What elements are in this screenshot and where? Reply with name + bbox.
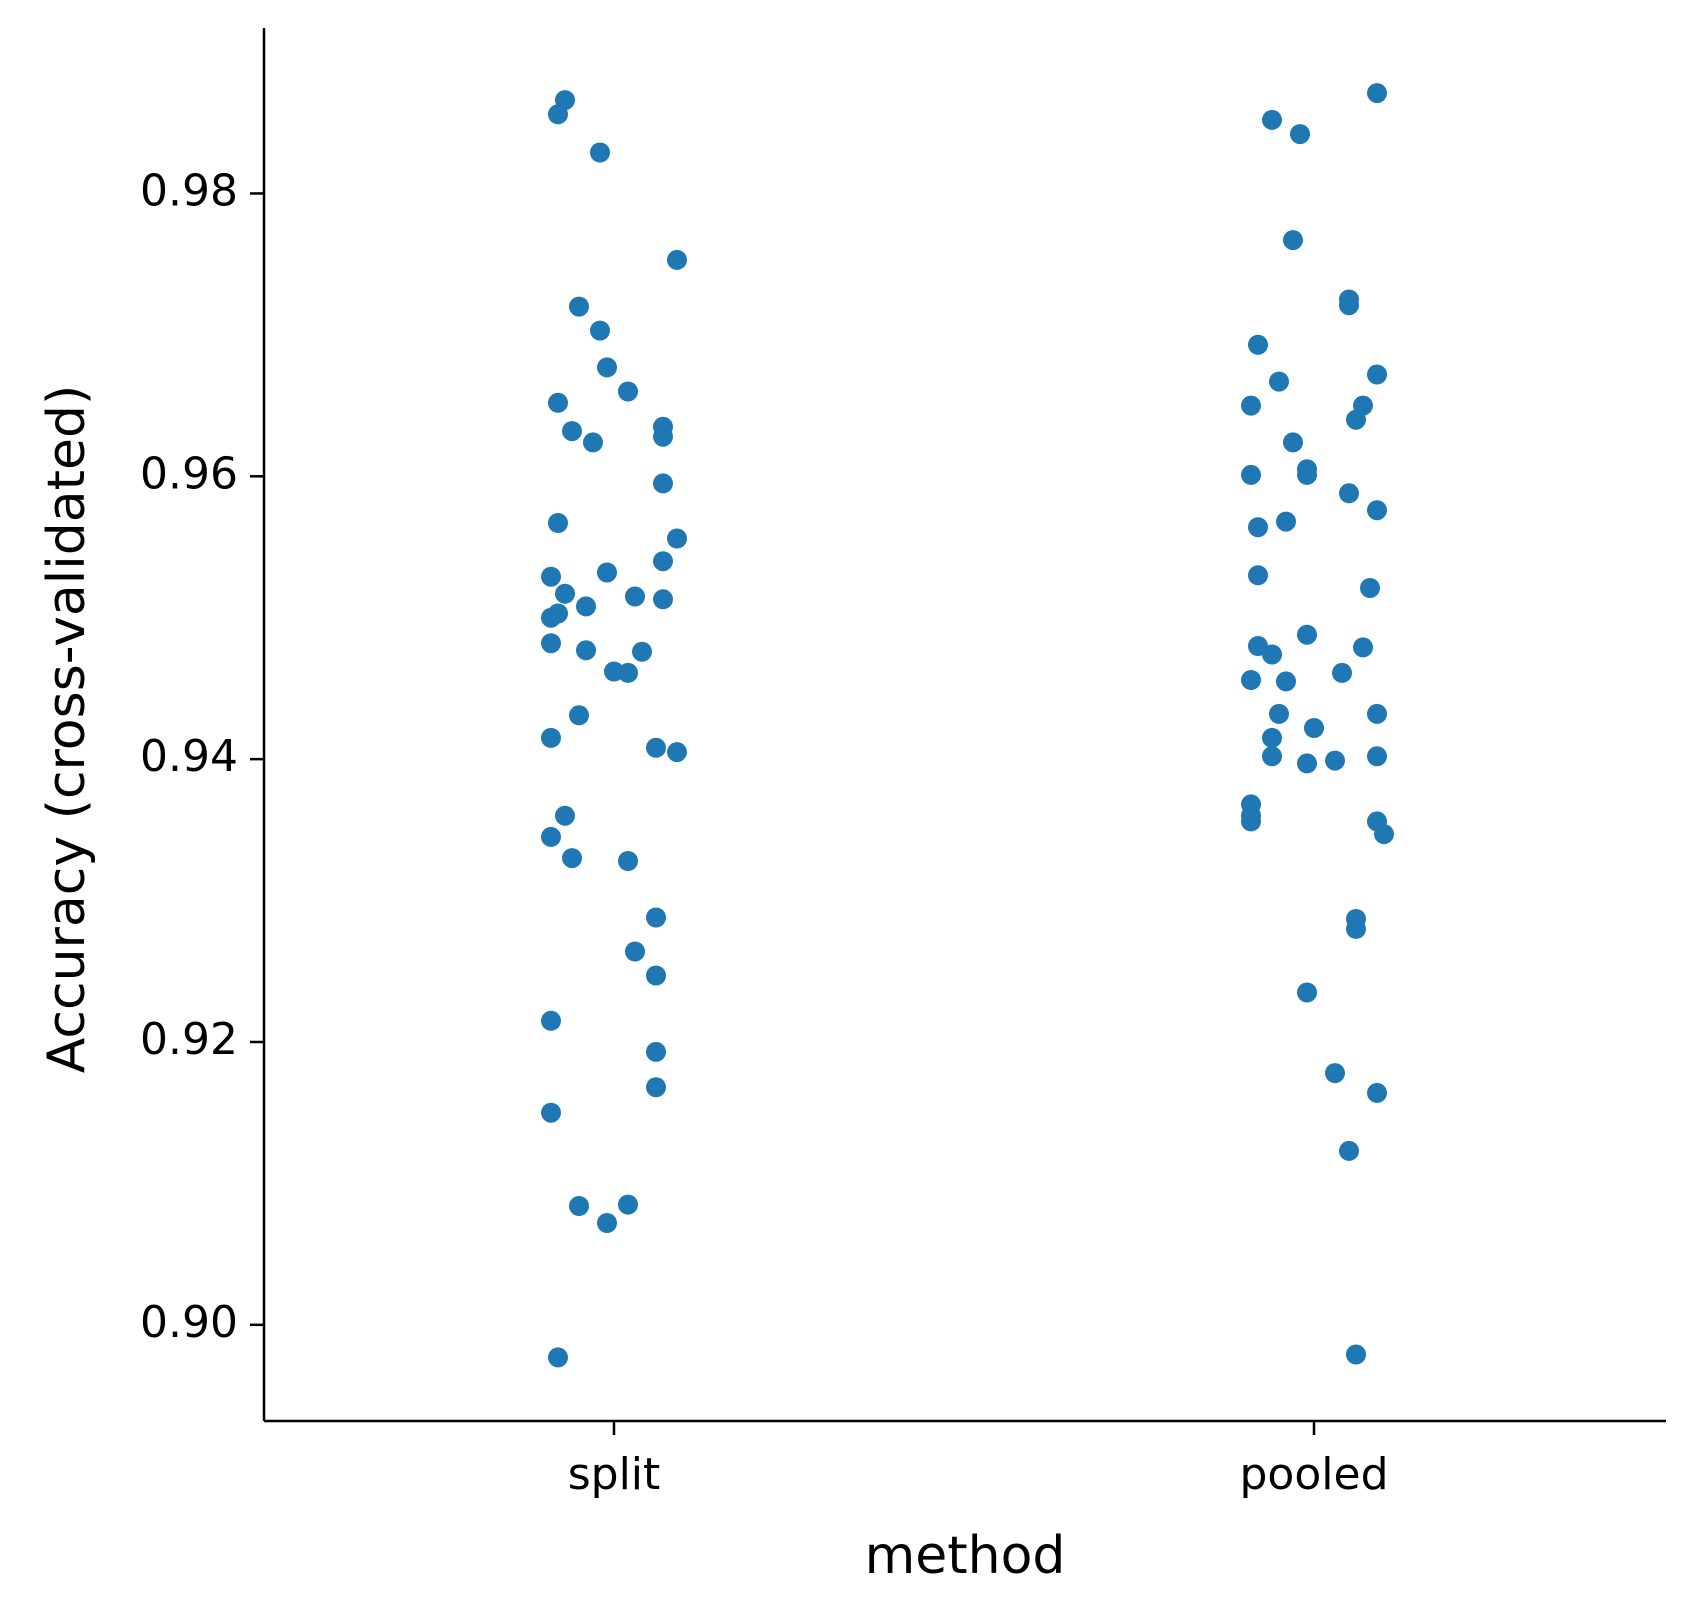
data-point-split [569, 1196, 589, 1216]
data-point-pooled [1276, 511, 1296, 532]
data-point-pooled [1283, 432, 1303, 453]
data-point-pooled [1262, 644, 1282, 665]
data-point-split [555, 583, 575, 604]
data-point-pooled [1297, 624, 1317, 645]
data-point-split [597, 357, 617, 378]
data-point-split [548, 392, 568, 413]
data-point-pooled [1353, 637, 1373, 658]
data-point-pooled [1367, 746, 1387, 767]
data-point-pooled [1374, 824, 1394, 845]
data-point-split [548, 104, 568, 125]
data-point-pooled [1332, 662, 1352, 683]
data-point-pooled [1262, 727, 1282, 748]
y-axis-title: Accuracy (cross-validated) [37, 385, 97, 1074]
data-point-split [618, 381, 638, 402]
data-point-split [548, 513, 568, 533]
data-point-split [541, 826, 561, 847]
data-point-pooled [1367, 500, 1387, 521]
data-point-split [618, 1194, 638, 1215]
data-point-split [653, 589, 673, 610]
data-point-pooled [1360, 578, 1380, 598]
data-point-split [625, 941, 645, 962]
data-point-split [555, 805, 575, 826]
points-layer [541, 83, 1394, 1368]
data-point-pooled [1248, 517, 1268, 538]
data-point-split [576, 640, 596, 661]
data-point-pooled [1248, 565, 1268, 586]
data-point-split [562, 848, 582, 869]
data-point-pooled [1241, 811, 1261, 832]
data-point-split [646, 737, 666, 758]
y-tick-label: 0.98 [140, 165, 238, 216]
data-point-split [569, 296, 589, 317]
data-point-split [541, 633, 561, 654]
data-point-pooled [1367, 83, 1387, 104]
y-tick-label: 0.96 [140, 448, 238, 499]
data-point-split [562, 421, 582, 442]
x-axis-title: method [865, 1526, 1066, 1586]
data-point-pooled [1339, 295, 1359, 316]
data-point-pooled [1367, 364, 1387, 385]
data-point-split [653, 426, 673, 447]
y-tick-label: 0.92 [140, 1014, 238, 1065]
data-point-split [618, 662, 638, 683]
data-point-pooled [1339, 483, 1359, 504]
data-point-split [646, 907, 666, 928]
data-point-split [541, 727, 561, 748]
data-point-split [618, 851, 638, 871]
data-point-split [541, 1010, 561, 1031]
data-point-split [653, 473, 673, 494]
data-point-split [653, 551, 673, 572]
data-point-pooled [1367, 1082, 1387, 1103]
data-point-pooled [1325, 750, 1345, 771]
data-point-pooled [1262, 109, 1282, 130]
data-point-pooled [1283, 230, 1303, 251]
data-point-split [646, 1077, 666, 1098]
data-point-pooled [1248, 334, 1268, 355]
data-point-pooled [1297, 982, 1317, 1003]
axes-layer: 0.90 0.92 0.94 0.96 0.98 split pooled [140, 28, 1666, 1500]
data-point-split [597, 562, 617, 583]
y-tick-label: 0.90 [140, 1297, 238, 1348]
data-point-split [541, 566, 561, 587]
data-point-pooled [1269, 703, 1289, 724]
data-point-pooled [1269, 371, 1289, 392]
data-point-split [576, 596, 596, 617]
data-point-pooled [1241, 670, 1261, 690]
x-tick-label: pooled [1240, 1449, 1389, 1500]
data-point-split [646, 1041, 666, 1062]
data-point-pooled [1276, 671, 1296, 692]
data-point-pooled [1346, 918, 1366, 939]
x-tick-label: split [568, 1449, 661, 1500]
data-point-pooled [1241, 464, 1261, 485]
data-point-pooled [1297, 464, 1317, 485]
data-point-pooled [1304, 718, 1324, 738]
data-point-split [590, 142, 610, 163]
data-point-pooled [1297, 753, 1317, 774]
data-point-pooled [1262, 746, 1282, 767]
data-point-pooled [1241, 395, 1261, 416]
data-point-split [583, 432, 603, 453]
data-point-split [569, 705, 589, 726]
data-point-split [541, 1102, 561, 1123]
data-point-split [646, 965, 666, 986]
data-point-pooled [1367, 703, 1387, 724]
y-tick-label: 0.94 [140, 731, 238, 782]
data-point-split [625, 586, 645, 607]
data-point-split [597, 1213, 617, 1233]
data-point-split [590, 320, 610, 341]
data-point-split [548, 1347, 568, 1368]
data-point-pooled [1339, 1140, 1359, 1161]
data-point-pooled [1290, 124, 1310, 145]
data-point-pooled [1346, 409, 1366, 430]
data-point-split [541, 607, 561, 628]
data-point-split [667, 249, 687, 270]
data-point-split [667, 742, 687, 763]
data-point-split [667, 528, 687, 549]
data-point-pooled [1346, 1344, 1366, 1365]
data-point-split [632, 641, 652, 662]
data-point-pooled [1325, 1063, 1345, 1084]
